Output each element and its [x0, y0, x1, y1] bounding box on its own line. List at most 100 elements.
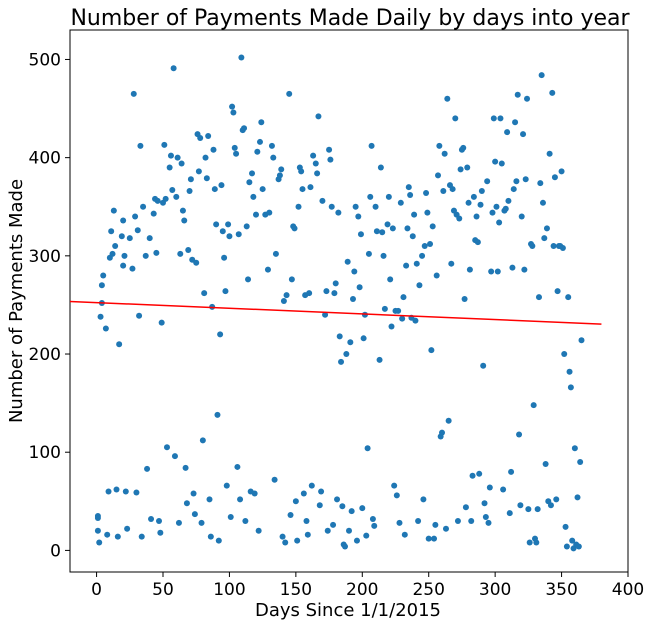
- data-point: [133, 489, 140, 496]
- data-point: [199, 437, 206, 444]
- plot-area: [69, 29, 629, 573]
- y-tick-label: 400: [29, 149, 61, 169]
- data-point: [118, 233, 125, 240]
- data-point: [195, 168, 202, 175]
- data-point: [205, 133, 212, 140]
- data-point: [533, 539, 540, 546]
- data-point: [441, 150, 448, 157]
- data-point: [198, 519, 205, 526]
- data-point: [424, 209, 431, 216]
- data-point: [549, 89, 556, 96]
- data-point: [504, 129, 511, 136]
- data-point: [490, 115, 497, 122]
- data-point: [469, 472, 476, 479]
- data-point: [348, 508, 355, 515]
- x-tick-label: 200: [346, 580, 378, 600]
- data-point: [156, 517, 163, 524]
- data-point: [298, 168, 305, 175]
- data-point: [347, 339, 354, 346]
- data-point: [465, 199, 472, 206]
- x-axis-ticks: 0 50 100 150 200 250 300 350 400: [91, 572, 644, 600]
- data-point: [388, 323, 395, 330]
- data-point: [319, 197, 326, 204]
- data-point: [109, 250, 116, 257]
- data-point: [163, 444, 170, 451]
- data-point: [250, 193, 257, 200]
- data-point: [468, 517, 475, 524]
- data-point: [187, 176, 194, 183]
- data-point: [136, 312, 143, 319]
- data-point: [419, 252, 426, 259]
- data-point: [396, 519, 403, 526]
- data-point: [307, 184, 314, 191]
- data-point: [478, 188, 485, 195]
- data-point: [300, 490, 307, 497]
- trend-line-group: [69, 300, 602, 325]
- data-point: [177, 250, 184, 257]
- data-point: [286, 90, 293, 97]
- data-point: [324, 527, 331, 534]
- data-point: [283, 292, 290, 299]
- data-point: [182, 464, 189, 471]
- data-point: [343, 351, 350, 358]
- data-point: [431, 535, 438, 542]
- data-point: [206, 496, 213, 503]
- data-point: [318, 488, 325, 495]
- data-point: [255, 527, 262, 534]
- y-tick-label: 0: [50, 541, 61, 561]
- data-point: [411, 211, 418, 218]
- data-point: [254, 148, 261, 155]
- data-point: [230, 109, 237, 116]
- data-point: [271, 476, 278, 483]
- data-point: [134, 227, 141, 234]
- data-point: [565, 294, 572, 301]
- data-point: [542, 460, 549, 467]
- data-point: [241, 125, 248, 132]
- data-point: [219, 228, 226, 235]
- data-point: [331, 290, 338, 297]
- data-point: [428, 347, 435, 354]
- data-point: [120, 217, 127, 224]
- data-point: [181, 217, 188, 224]
- data-point: [104, 531, 111, 538]
- data-point: [344, 258, 351, 265]
- data-point: [571, 445, 578, 452]
- data-point: [287, 512, 294, 519]
- x-tick-label: 100: [213, 580, 245, 600]
- data-point: [497, 115, 504, 122]
- data-point: [227, 514, 234, 521]
- data-point: [512, 119, 519, 126]
- data-point: [183, 500, 190, 507]
- data-point: [421, 243, 428, 250]
- data-point: [575, 543, 582, 550]
- data-point: [97, 313, 104, 320]
- data-point: [384, 221, 391, 228]
- data-point: [477, 201, 484, 208]
- data-point: [218, 182, 225, 189]
- data-point: [567, 384, 574, 391]
- data-point: [522, 176, 529, 183]
- data-point: [326, 146, 333, 153]
- data-point: [432, 521, 439, 528]
- data-point: [360, 335, 367, 342]
- data-point: [161, 141, 168, 148]
- data-point: [234, 463, 241, 470]
- data-point: [130, 90, 137, 97]
- data-point: [295, 203, 302, 210]
- data-point: [535, 294, 542, 301]
- data-point: [372, 203, 379, 210]
- data-point: [178, 160, 185, 167]
- data-point: [336, 333, 343, 340]
- data-point: [562, 523, 569, 530]
- data-point: [327, 156, 334, 163]
- data-point: [529, 243, 536, 250]
- data-point: [496, 219, 503, 226]
- data-point: [546, 150, 553, 157]
- x-tick-label: 0: [91, 580, 102, 600]
- data-point: [167, 152, 174, 159]
- data-point: [249, 170, 256, 177]
- data-point: [387, 276, 394, 283]
- data-point: [505, 197, 512, 204]
- data-point: [162, 195, 169, 202]
